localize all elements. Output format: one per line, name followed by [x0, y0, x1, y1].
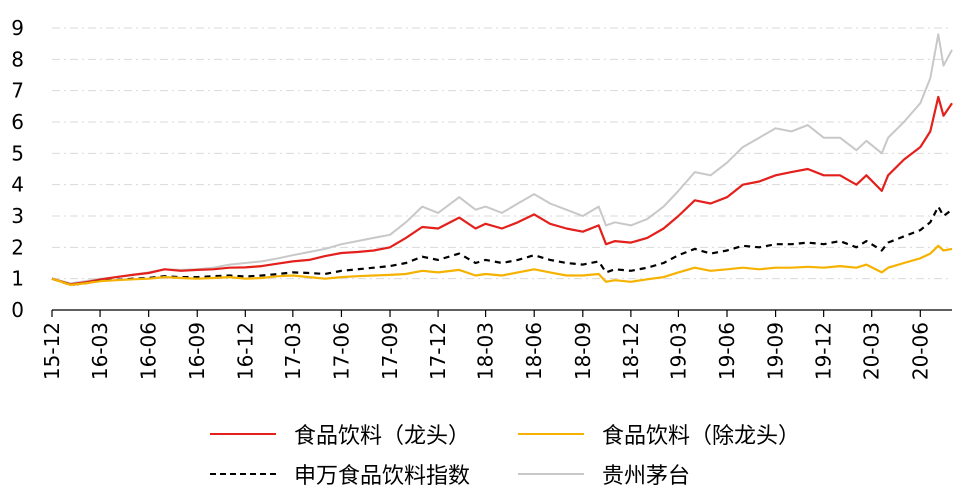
legend-item-moutai: 贵州茅台 — [518, 458, 690, 490]
x-tick-label: 17-09 — [378, 322, 402, 380]
legend-label-moutai: 贵州茅台 — [602, 464, 691, 489]
x-tick-label: 16-09 — [185, 322, 209, 380]
y-tick-label: 9 — [11, 16, 24, 40]
legend-label-ex-leader: 食品饮料（除龙头） — [602, 424, 801, 449]
x-tick-label: 16-06 — [137, 322, 161, 380]
x-tick-label: 19-03 — [666, 322, 690, 380]
y-tick-label: 6 — [11, 110, 24, 134]
legend-label-sw-index: 申万食品饮料指数 — [294, 464, 471, 489]
legend-swatch-leader — [210, 433, 276, 435]
y-tick-label: 5 — [11, 141, 24, 165]
x-axis: 15-12 16-03 16-06 16-09 16-12 17-03 17-06 17-09… — [40, 309, 952, 380]
x-tick-label: 15-12 — [40, 322, 64, 380]
series-line-ex_leader — [51, 244, 953, 286]
series-lines — [51, 33, 953, 286]
legend-item-ex-leader: 食品饮料（除龙头） — [518, 418, 800, 450]
y-axis-tick-labels: 0 1 2 3 4 5 6 7 8 9 — [11, 16, 24, 322]
x-tick-label: 16-12 — [233, 322, 257, 380]
legend-swatch-sw-index — [210, 473, 276, 475]
legend: 食品饮料（龙头） 食品饮料（除龙头） 申万食品饮料指数 贵州茅台 — [0, 398, 966, 498]
line-chart: 0 1 2 3 4 5 6 7 8 9 15-12 16-03 16-06 16-09 16-12 17-0… — [11, 16, 953, 380]
x-tick-label: 18-06 — [522, 322, 546, 380]
legend-swatch-ex-leader — [518, 433, 584, 435]
y-tick-label: 8 — [11, 47, 24, 71]
legend-item-sw-index: 申万食品饮料指数 — [210, 458, 470, 490]
y-tick-label: 4 — [11, 173, 24, 197]
x-tick-label: 17-03 — [281, 322, 305, 380]
legend-label-leader: 食品饮料（龙头） — [294, 424, 471, 449]
legend-swatch-moutai — [518, 473, 584, 475]
gridlines — [52, 27, 952, 280]
x-tick-label: 19-09 — [764, 322, 788, 380]
x-tick-label: 16-03 — [88, 322, 112, 380]
series-line-sw_index — [51, 205, 953, 286]
x-tick-label: 17-06 — [329, 322, 353, 380]
y-tick-label: 1 — [11, 267, 24, 291]
x-tick-label: 19-06 — [715, 322, 739, 380]
series-line-leader — [51, 95, 953, 286]
x-tick-label: 19-12 — [812, 322, 836, 380]
y-tick-label: 2 — [11, 235, 24, 259]
y-tick-label: 0 — [11, 298, 24, 322]
y-tick-label: 7 — [11, 79, 24, 103]
x-tick-label: 18-03 — [474, 322, 498, 380]
series-line-moutai — [51, 33, 953, 285]
x-tick-label: 18-09 — [571, 322, 595, 380]
x-tick-label: 18-12 — [619, 322, 643, 380]
y-tick-label: 3 — [11, 204, 24, 228]
legend-item-leader: 食品饮料（龙头） — [210, 418, 470, 450]
x-tick-label: 20-03 — [860, 322, 884, 380]
x-tick-label: 17-12 — [426, 322, 450, 380]
x-tick-label: 20-06 — [908, 322, 932, 380]
